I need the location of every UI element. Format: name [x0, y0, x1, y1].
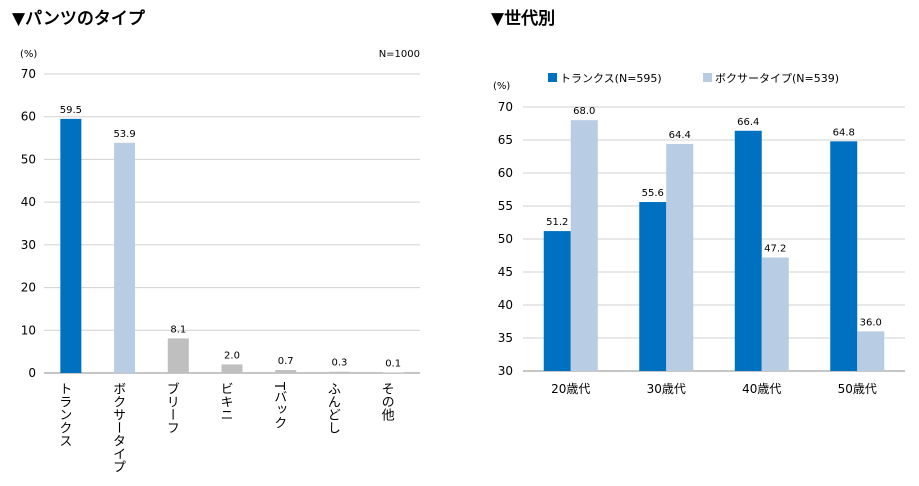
- chart2-bar-boxer: [857, 331, 885, 371]
- chart2-value-label: 66.4: [737, 117, 759, 128]
- chart1-bar: [328, 371, 350, 373]
- chart2-legend-label: ボクサータイプ(N=539): [715, 72, 839, 85]
- chart1-bar: [60, 118, 82, 373]
- chart1-value-label: 0.7: [278, 356, 294, 367]
- chart1-y-tick-label: 20: [21, 281, 36, 295]
- chart1-category-label: ボクサータイプ: [110, 382, 125, 473]
- chart2-category-label: 40歳代: [742, 382, 781, 396]
- chart1-unit-label: (%): [20, 49, 37, 60]
- chart1-value-label: 53.9: [113, 129, 135, 140]
- chart2-value-label: 47.2: [764, 243, 786, 254]
- chart1-value-label: 0.3: [331, 358, 347, 369]
- chart2-y-tick-label: 65: [498, 133, 513, 147]
- chart2-category-label: 30歳代: [647, 382, 686, 396]
- chart1-category-label: トランクス: [56, 382, 71, 447]
- chart2-value-label: 55.6: [642, 188, 664, 199]
- chart2-bar-trunks: [543, 231, 571, 371]
- chart1-category-label: その他: [379, 382, 395, 422]
- chart2-bar-boxer: [666, 143, 694, 371]
- chart2-value-label: 64.8: [833, 127, 855, 138]
- chart2-bar-trunks: [639, 202, 667, 371]
- chart2-bar-boxer: [570, 120, 598, 371]
- chart1-value-label: 0.1: [385, 359, 401, 370]
- chart2-y-tick-label: 40: [498, 298, 513, 312]
- chart1-bar: [382, 372, 404, 374]
- chart2-value-label: 51.2: [546, 217, 568, 228]
- chart2-value-label: 68.0: [573, 106, 595, 117]
- chart1-y-tick-label: 10: [21, 323, 36, 337]
- chart1-category-label: ふんどし: [325, 382, 341, 434]
- chart1-y-tick-label: 0: [28, 366, 36, 380]
- chart1-y-tick-label: 40: [21, 195, 36, 209]
- chart2-bar-boxer: [761, 257, 789, 371]
- chart2-value-label: 64.4: [669, 130, 691, 141]
- chart1-bar: [221, 364, 243, 373]
- chart2-y-tick-label: 60: [498, 166, 513, 180]
- chart2-legend-swatch: [703, 73, 712, 82]
- chart1-category-label: Tバック: [271, 381, 287, 429]
- chart2-category-label: 20歳代: [551, 382, 590, 396]
- chart2-y-tick-label: 55: [498, 199, 513, 213]
- chart2: (%) 30 35 40 45 50 55 60 65 70 トランクス(N=595) ボクサータイ…: [493, 72, 905, 396]
- chart2-y-tick-label: 30: [498, 364, 513, 378]
- chart2-y-tick-label: 70: [498, 100, 513, 114]
- chart1-y-tick-label: 70: [21, 67, 36, 81]
- chart2-bar-trunks: [830, 141, 858, 371]
- chart1-sample-size: N=1000: [379, 49, 420, 60]
- chart2-y-tick-label: 35: [498, 331, 513, 345]
- chart2-title: ▼世代別: [491, 9, 556, 29]
- chart2-value-label: 36.0: [860, 317, 882, 328]
- chart1-category-label: ビキニ: [218, 382, 233, 421]
- chart1-value-label: 59.5: [60, 105, 82, 116]
- chart1-bar: [275, 370, 297, 373]
- chart1: (%) N=1000 0 10 20 30 40 50 60 70 59.5 トランクス 53.9 ボ…: [20, 49, 420, 473]
- chart2-unit-label: (%): [493, 81, 510, 92]
- chart2-y-tick-label: 50: [498, 232, 513, 246]
- chart2-legend-swatch: [548, 73, 557, 82]
- chart1-bar: [167, 338, 189, 373]
- chart1-category-label: ブリーフ: [164, 381, 179, 434]
- chart1-y-tick-label: 50: [21, 152, 36, 166]
- chart2-bar-trunks: [734, 130, 762, 371]
- chart1-y-tick-label: 30: [21, 238, 36, 252]
- chart2-legend-label: トランクス(N=595): [560, 72, 662, 85]
- chart1-bar: [114, 142, 136, 373]
- chart1-y-tick-label: 60: [21, 110, 36, 124]
- chart2-y-tick-label: 45: [498, 265, 513, 279]
- chart2-category-label: 50歳代: [838, 382, 877, 396]
- chart1-value-label: 8.1: [170, 324, 186, 335]
- chart1-title: ▼パンツのタイプ: [12, 9, 145, 29]
- chart1-value-label: 2.0: [224, 350, 240, 361]
